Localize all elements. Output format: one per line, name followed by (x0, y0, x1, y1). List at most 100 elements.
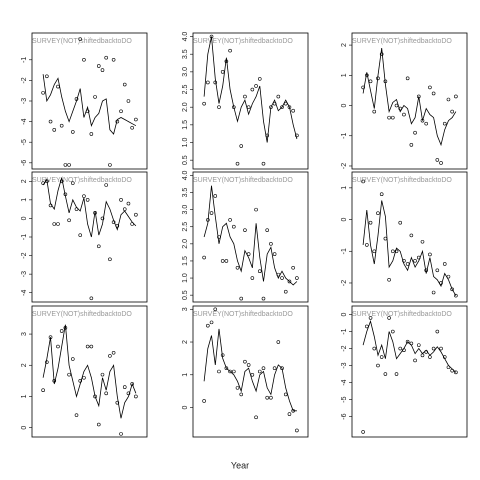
point (206, 218, 210, 222)
panel: SURVEY(NOT)shiftedbacktoDO -2 -1 0 1 (341, 171, 468, 303)
y-tick-label: -4 (21, 118, 28, 124)
trend-line (42, 74, 137, 135)
point (254, 415, 258, 420)
point (280, 366, 284, 371)
point (111, 57, 116, 62)
point (74, 97, 79, 101)
y-tick-label: 1 (182, 373, 189, 377)
point (379, 52, 384, 56)
point (111, 220, 116, 224)
point (202, 255, 206, 260)
point (287, 105, 292, 109)
point (108, 257, 112, 262)
point (269, 395, 273, 400)
point (59, 329, 64, 333)
point (283, 392, 288, 397)
point (217, 369, 221, 374)
point (265, 395, 269, 400)
panel-frame (192, 171, 309, 303)
trend-line (203, 185, 298, 286)
point (96, 244, 101, 249)
point (454, 94, 458, 99)
point (446, 274, 451, 279)
point (387, 115, 391, 120)
strip-label: SURVEY(NOT)shiftedbacktoDO (193, 311, 293, 318)
point (413, 130, 417, 135)
panel-frame (192, 305, 309, 438)
point (261, 296, 266, 301)
point (383, 372, 388, 376)
panel: SURVEY(NOT)shiftedbacktoDO -2 -1 0 1 2 (341, 32, 468, 170)
point (276, 272, 281, 277)
point (108, 354, 112, 358)
point (119, 432, 123, 436)
point (402, 112, 406, 117)
point (52, 222, 57, 226)
panel-frame (31, 305, 148, 438)
point (454, 370, 458, 375)
y-tick-label: 3.0 (182, 67, 189, 77)
point (372, 249, 377, 254)
point (269, 242, 273, 246)
y-tick-label: -5 (341, 396, 348, 402)
point (235, 265, 240, 270)
point (74, 207, 79, 211)
y-tick-label: -4 (21, 290, 28, 296)
point (232, 369, 236, 374)
point (291, 408, 295, 413)
point (257, 269, 262, 274)
point (126, 391, 131, 396)
point (272, 366, 277, 371)
panel: SURVEY(NOT)shiftedbacktoDO 0 1 2 3 (21, 305, 148, 438)
point (383, 236, 388, 241)
point (122, 82, 127, 87)
y-tick-label: 3.5 (182, 49, 189, 59)
point (52, 379, 57, 383)
point (85, 109, 90, 114)
point (82, 194, 86, 198)
y-tick-label: -3 (341, 362, 348, 368)
point (108, 163, 112, 167)
point (420, 353, 425, 358)
point (442, 121, 447, 126)
point (119, 198, 123, 202)
point (243, 94, 247, 99)
trend-line (42, 177, 137, 238)
point (246, 105, 251, 109)
point (82, 57, 86, 62)
point (213, 80, 218, 85)
panel: SURVEY(NOT)shiftedbacktoDO -6 -5 -4 -3 -2 -1 0 (341, 305, 468, 438)
y-tick-label: 1.5 (182, 256, 189, 266)
point (376, 211, 380, 216)
point (405, 76, 410, 81)
y-tick-label: -5 (21, 139, 28, 145)
y-tick-label: -3 (21, 98, 28, 104)
point (104, 55, 108, 60)
y-tick-label: 1 (21, 198, 28, 202)
y-tick-label: -2 (21, 77, 28, 83)
y-tick-label: -1 (21, 57, 28, 63)
trend-line (362, 48, 457, 147)
point (45, 360, 49, 364)
point (130, 222, 134, 226)
y-tick-label: 1.0 (182, 273, 189, 283)
y-tick-label: 3 (21, 332, 28, 336)
trend-line (362, 319, 457, 373)
point (394, 103, 399, 108)
point (217, 105, 221, 109)
point (228, 369, 232, 374)
point (48, 203, 53, 208)
point (424, 350, 428, 354)
point (439, 161, 443, 165)
point (413, 358, 417, 363)
point (82, 375, 86, 380)
point (446, 365, 451, 370)
point (209, 211, 214, 215)
point (228, 48, 232, 53)
point (402, 258, 406, 263)
point (224, 366, 229, 371)
point (41, 90, 45, 95)
point (220, 259, 225, 263)
point (450, 287, 454, 292)
point (391, 329, 395, 334)
